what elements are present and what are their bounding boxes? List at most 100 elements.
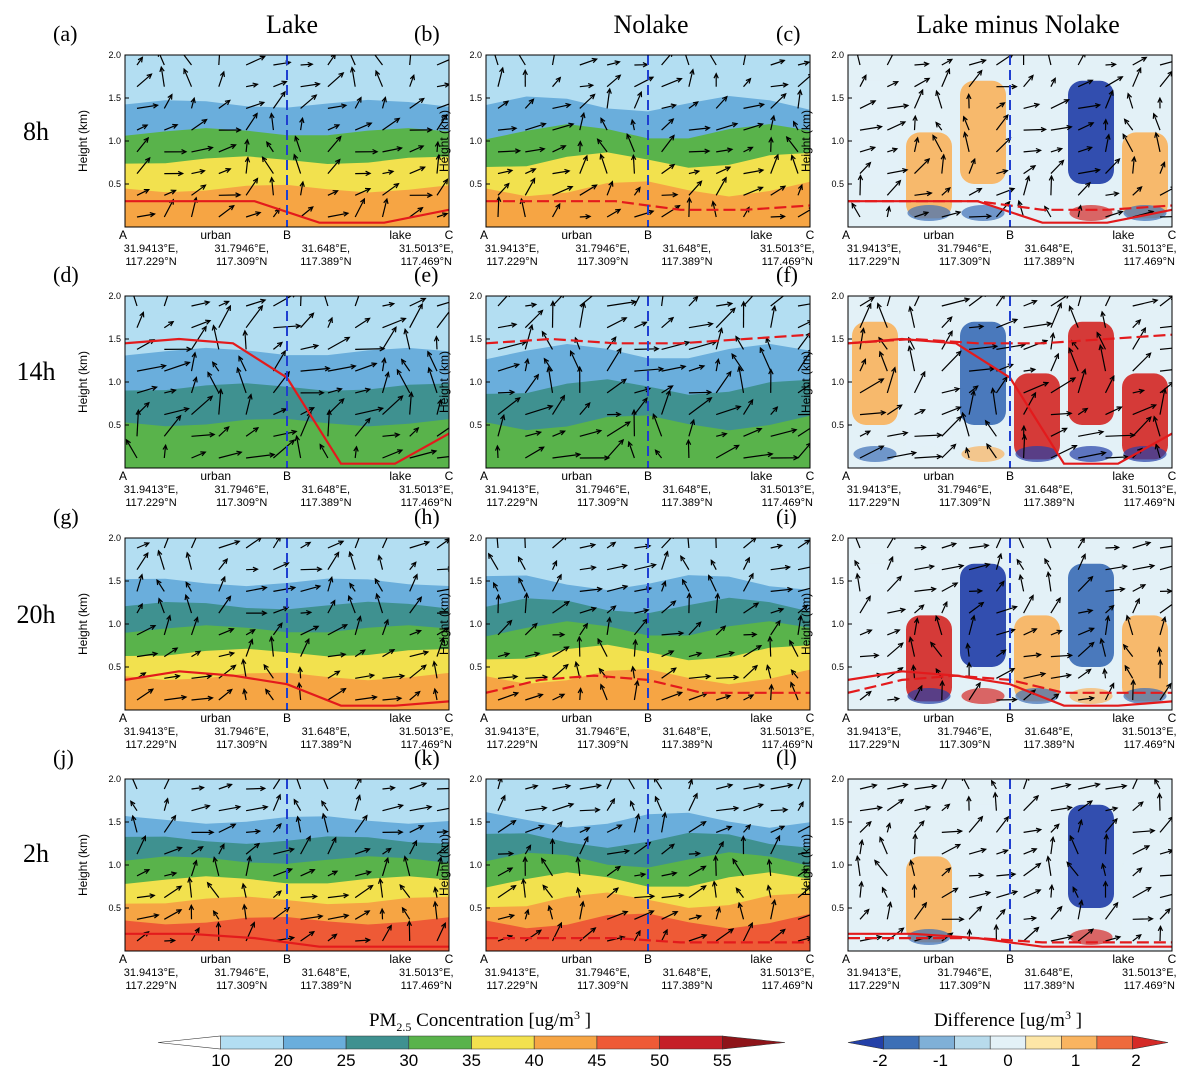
wind-arrow bbox=[379, 878, 384, 898]
wind-arrow-head bbox=[320, 283, 324, 288]
x-coord-lat: 117.389°N bbox=[1023, 256, 1074, 268]
wind-arrow-head bbox=[533, 373, 540, 380]
x-coord-lat: 117.229°N bbox=[125, 980, 176, 992]
y-tick-label: 0.5 bbox=[469, 179, 482, 189]
wind-arrow-head bbox=[1126, 92, 1133, 99]
wind-arrow bbox=[579, 623, 588, 636]
wind-arrow-head bbox=[595, 783, 603, 789]
x-coord-lon: 31.648°E, bbox=[663, 484, 711, 496]
wind-arrow bbox=[136, 157, 151, 174]
wind-arrow bbox=[381, 619, 389, 636]
wind-arrow-head bbox=[1152, 415, 1158, 422]
wind-arrow bbox=[1047, 572, 1052, 592]
wind-arrow bbox=[1044, 558, 1052, 570]
wind-arrow-head bbox=[876, 124, 883, 130]
wind-arrow-head bbox=[752, 664, 759, 671]
wind-arrow bbox=[769, 636, 772, 657]
wind-arrow-head bbox=[1086, 800, 1094, 806]
wind-arrow bbox=[914, 455, 942, 459]
y-tick-label: 0.5 bbox=[108, 903, 121, 913]
wind-arrow-head bbox=[784, 564, 792, 571]
x-point-letter: C bbox=[806, 469, 815, 483]
wind-arrow-head bbox=[684, 340, 691, 346]
wind-arrow bbox=[1023, 795, 1039, 812]
concentration-layer bbox=[486, 181, 810, 227]
wind-arrow-head bbox=[546, 366, 552, 373]
wind-arrow-head bbox=[318, 390, 325, 396]
y-tick-label: 1.0 bbox=[469, 619, 482, 629]
wind-arrow bbox=[1050, 148, 1062, 153]
wind-arrow bbox=[661, 365, 686, 372]
wind-arrow-head bbox=[1087, 928, 1095, 934]
wind-arrow-head bbox=[1119, 586, 1126, 593]
wind-arrow-head bbox=[976, 588, 984, 594]
wind-arrow-head bbox=[426, 804, 433, 811]
wind-arrow-head bbox=[599, 153, 605, 160]
column-title-1: Nolake bbox=[613, 10, 688, 39]
wind-arrow-head bbox=[495, 529, 499, 534]
wind-arrow-head bbox=[747, 921, 753, 929]
wind-arrow-head bbox=[790, 681, 796, 688]
wind-arrow bbox=[376, 593, 384, 614]
wind-arrow-head bbox=[422, 650, 430, 656]
wind-arrow-head bbox=[1116, 406, 1123, 412]
wind-arrow bbox=[273, 562, 289, 571]
wind-arrow bbox=[327, 410, 330, 437]
wind-arrow bbox=[300, 83, 320, 88]
wind-arrow-head bbox=[898, 798, 905, 805]
x-coord-lon: 31.5013°E, bbox=[1122, 967, 1177, 979]
x-coord-lat: 117.309°N bbox=[577, 980, 628, 992]
wind-arrow-head bbox=[594, 807, 601, 813]
wind-arrow bbox=[633, 187, 641, 196]
panel-letter: (c) bbox=[776, 21, 800, 46]
wind-arrow-head bbox=[416, 596, 423, 603]
wind-arrow-head bbox=[432, 660, 438, 667]
diff-region bbox=[1122, 856, 1168, 943]
x-region-label: lake bbox=[750, 228, 772, 242]
wind-arrow bbox=[579, 155, 588, 174]
x-region-label: urban bbox=[200, 711, 231, 725]
wind-arrow bbox=[245, 629, 256, 636]
wind-arrow bbox=[797, 851, 810, 855]
wind-arrow-head bbox=[779, 928, 786, 935]
wind-arrow bbox=[218, 628, 234, 636]
wind-arrow-head bbox=[170, 189, 177, 195]
diff-colorbar-bin bbox=[1025, 1035, 1062, 1050]
pbl-line bbox=[125, 670, 449, 707]
wind-arrow-head bbox=[976, 905, 983, 912]
wind-arrow-head bbox=[918, 820, 925, 827]
wind-arrow-head bbox=[412, 839, 418, 847]
wind-arrow-head bbox=[956, 415, 963, 422]
wind-arrow bbox=[1105, 588, 1125, 592]
wind-arrow-head bbox=[1139, 584, 1147, 590]
wind-arrow bbox=[299, 667, 302, 679]
wind-arrow-head bbox=[276, 341, 284, 348]
wind-arrow bbox=[941, 542, 956, 549]
wind-arrow bbox=[349, 583, 356, 592]
wind-arrow-head bbox=[1149, 828, 1156, 834]
wind-arrow-head bbox=[156, 579, 162, 586]
wind-arrow-head bbox=[1025, 174, 1031, 182]
wind-arrow bbox=[1077, 408, 1088, 416]
wind-arrow bbox=[743, 186, 763, 196]
wind-arrow bbox=[327, 212, 349, 218]
wind-arrow bbox=[382, 317, 406, 329]
wind-arrow bbox=[327, 933, 337, 942]
wind-arrow bbox=[634, 564, 656, 571]
wind-arrow-head bbox=[222, 558, 229, 565]
wind-arrow bbox=[886, 206, 890, 218]
wind-arrow-head bbox=[252, 177, 259, 184]
wind-arrow-head bbox=[912, 114, 918, 122]
wind-arrow bbox=[1077, 55, 1085, 66]
wind-arrow-head bbox=[775, 619, 781, 626]
wind-arrow bbox=[996, 649, 1006, 658]
wind-arrow bbox=[191, 451, 206, 459]
wind-arrow-head bbox=[524, 357, 530, 365]
wind-arrow bbox=[770, 900, 776, 920]
wind-arrow bbox=[913, 137, 919, 153]
wind-arrow bbox=[436, 637, 444, 657]
wind-arrow-head bbox=[1011, 696, 1018, 703]
x-region-label: lake bbox=[750, 952, 772, 966]
wind-arrow-head bbox=[252, 566, 259, 573]
wind-arrow-head bbox=[444, 82, 449, 88]
